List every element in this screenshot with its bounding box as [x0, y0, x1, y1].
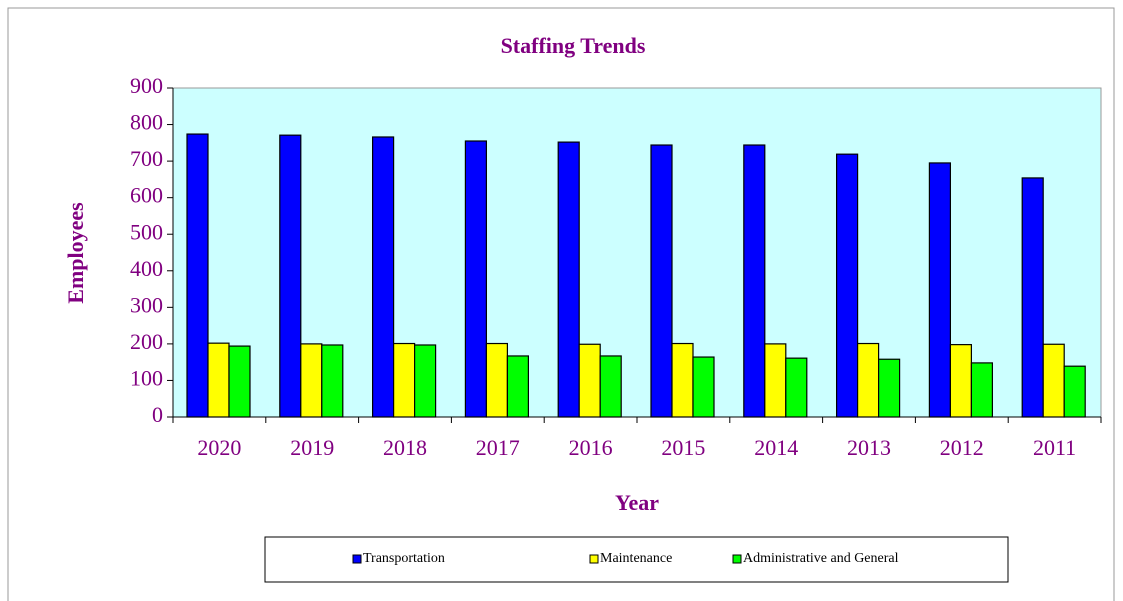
x-tick-label: 2013	[847, 435, 891, 460]
legend-box	[264, 536, 1009, 583]
bar	[856, 342, 880, 418]
bar	[372, 136, 395, 418]
bar	[928, 162, 952, 418]
bar	[1021, 177, 1044, 418]
y-tick-label: 800	[130, 110, 163, 135]
bar	[393, 342, 416, 418]
legend-swatch	[352, 554, 362, 564]
bar	[877, 358, 901, 418]
x-tick-label: 2016	[569, 435, 613, 460]
bar	[970, 362, 994, 418]
bar	[228, 345, 251, 418]
bar	[207, 342, 230, 418]
bar	[186, 133, 209, 418]
bar	[692, 356, 715, 418]
bar	[835, 153, 859, 418]
legend-label: Transportation	[363, 551, 445, 566]
legend-label: Maintenance	[600, 551, 672, 566]
x-tick-label: 2019	[290, 435, 334, 460]
y-tick-label: 600	[130, 183, 163, 208]
y-tick-label: 200	[130, 329, 163, 354]
y-tick-label: 700	[130, 146, 163, 171]
legend-swatch	[732, 554, 742, 564]
bar	[321, 344, 344, 418]
y-tick-label: 400	[130, 256, 163, 281]
bar	[578, 343, 601, 418]
x-axis-title: Year	[615, 490, 659, 515]
bar	[785, 357, 808, 418]
bar	[414, 344, 437, 418]
x-tick-label: 2017	[476, 435, 520, 460]
x-tick-label: 2018	[383, 435, 427, 460]
bar	[300, 343, 323, 418]
x-tick-label: 2014	[754, 435, 798, 460]
bar	[464, 140, 487, 418]
y-tick-label: 900	[130, 73, 163, 98]
y-tick-label: 0	[152, 402, 163, 427]
chart-title: Staffing Trends	[501, 33, 646, 58]
x-tick-label: 2020	[197, 435, 241, 460]
bar	[650, 144, 673, 418]
bar	[1042, 343, 1065, 418]
legend-label: Administrative and General	[743, 551, 899, 566]
bar	[279, 134, 302, 418]
bar	[671, 342, 694, 418]
y-tick-label: 100	[130, 365, 163, 390]
bar	[743, 144, 766, 418]
bar	[506, 355, 529, 418]
bar	[949, 344, 973, 418]
x-tick-label: 2012	[940, 435, 984, 460]
bar	[599, 355, 622, 418]
y-axis-title: Employees	[63, 202, 88, 304]
x-tick-label: 2011	[1033, 435, 1076, 460]
y-tick-label: 500	[130, 219, 163, 244]
y-tick-label: 300	[130, 292, 163, 317]
bar	[764, 343, 787, 418]
bar	[1063, 365, 1086, 418]
bar	[557, 141, 580, 418]
bar	[485, 342, 508, 418]
x-tick-label: 2015	[661, 435, 705, 460]
legend-swatch	[589, 554, 599, 564]
